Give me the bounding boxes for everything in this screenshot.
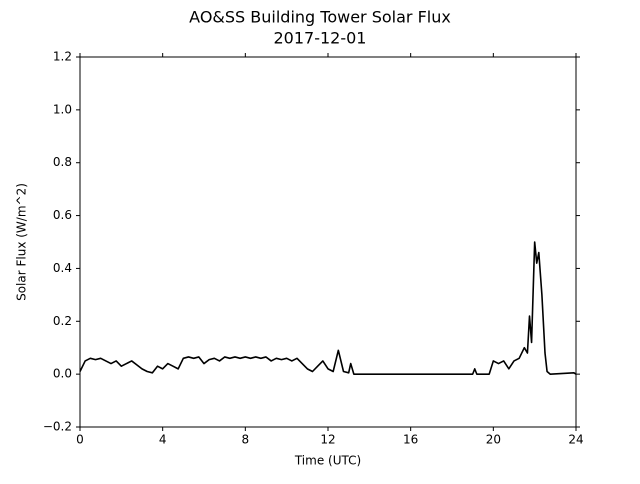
chart-subtitle: 2017-12-01 [274, 29, 367, 48]
x-tick-label: 4 [159, 433, 167, 447]
y-tick-label: 1.0 [53, 102, 72, 116]
chart-title: AO&SS Building Tower Solar Flux [189, 8, 451, 27]
y-tick-label: 0.2 [53, 314, 72, 328]
y-axis-label: Solar Flux (W/m^2) [15, 183, 29, 301]
y-tick-label: 0.0 [53, 367, 72, 381]
y-tick-label: 1.2 [53, 50, 72, 64]
x-tick-label: 8 [242, 433, 250, 447]
x-tick-label: 24 [568, 433, 583, 447]
x-tick-label: 12 [320, 433, 335, 447]
x-axis-label: Time (UTC) [294, 454, 361, 468]
x-tick-label: 0 [76, 433, 84, 447]
y-tick-label: 0.8 [53, 155, 72, 169]
plot-frame [79, 56, 577, 428]
x-tick-label: 16 [403, 433, 418, 447]
y-tick-label: 0.4 [53, 261, 72, 275]
y-tick-label: 0.6 [53, 208, 72, 222]
data-line [79, 241, 577, 375]
x-tick-label: 20 [486, 433, 501, 447]
y-tick-label: −0.2 [43, 420, 72, 434]
